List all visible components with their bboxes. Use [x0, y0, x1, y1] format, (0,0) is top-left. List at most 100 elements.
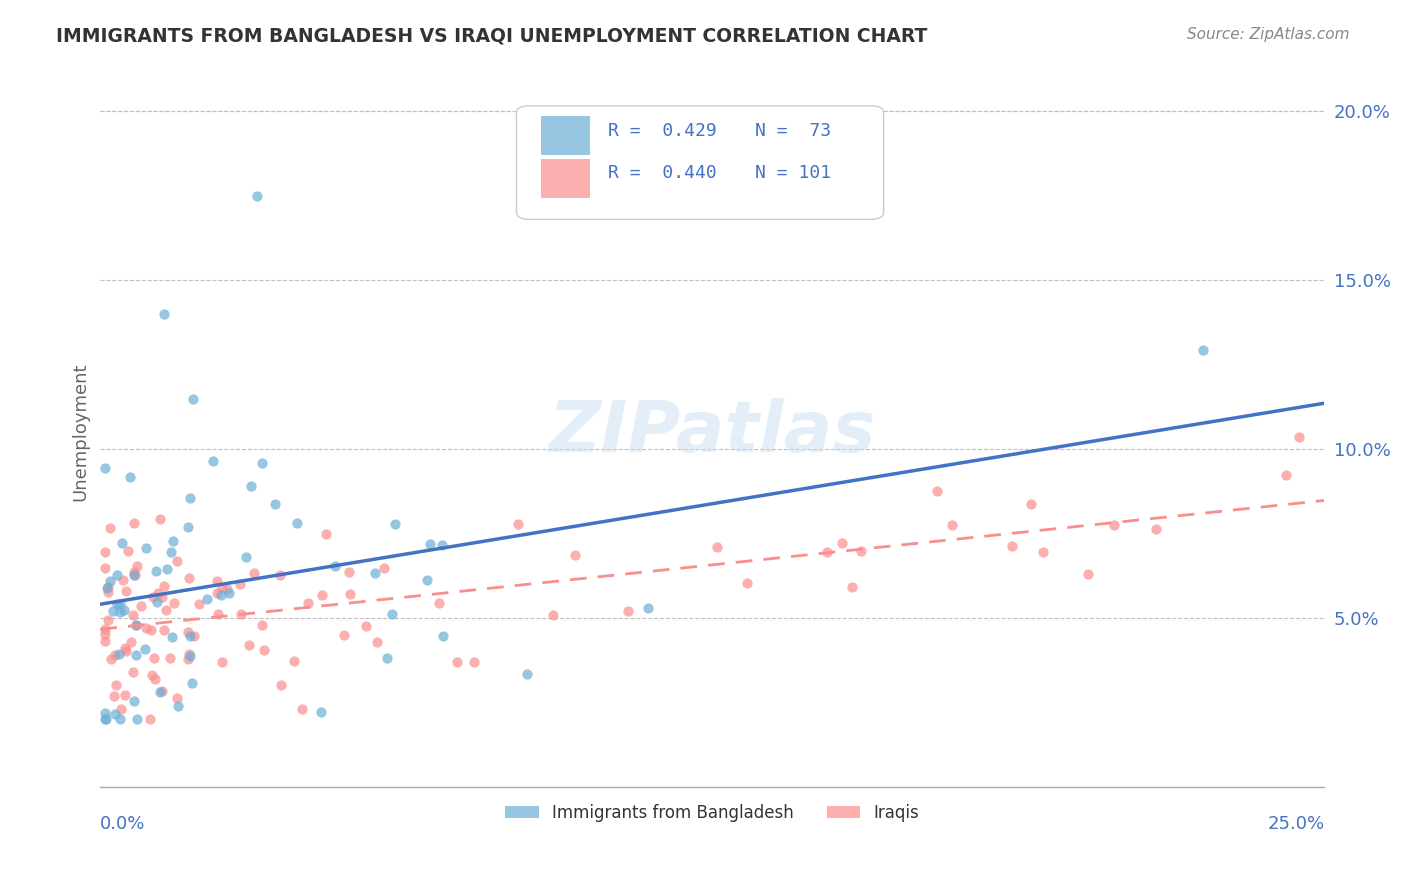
Point [94, 460, 117, 475]
Point [1019, 497, 1042, 511]
Point [150, 684, 173, 698]
Point [253, 643, 276, 657]
Point [432, 538, 454, 552]
Point [380, 607, 402, 621]
Point [1288, 429, 1310, 443]
Point [122, 567, 145, 582]
Point [117, 544, 139, 558]
Text: IMMIGRANTS FROM BANGLADESH VS IRAQI UNEMPLOYMENT CORRELATION CHART: IMMIGRANTS FROM BANGLADESH VS IRAQI UNEM… [56, 27, 928, 45]
Point [104, 707, 127, 722]
Point [139, 712, 162, 726]
Point [218, 586, 240, 600]
Text: 0.0%: 0.0% [100, 815, 146, 833]
Point [150, 591, 173, 605]
Point [122, 516, 145, 531]
Point [155, 603, 177, 617]
Point [94, 623, 117, 637]
Point [94, 633, 117, 648]
Point [125, 618, 148, 632]
Point [543, 607, 565, 622]
Point [131, 599, 153, 614]
Point [177, 624, 200, 639]
Point [124, 568, 146, 582]
Point [115, 644, 138, 658]
Point [143, 672, 166, 686]
Point [120, 635, 142, 649]
Point [179, 629, 201, 643]
Point [239, 478, 262, 492]
Point [94, 712, 117, 726]
Point [125, 648, 148, 663]
Point [311, 588, 333, 602]
Text: R =  0.429: R = 0.429 [609, 121, 717, 140]
Point [325, 559, 347, 574]
Point [384, 517, 406, 532]
Point [238, 638, 260, 652]
Point [124, 565, 146, 579]
Point [1191, 343, 1213, 357]
Point [108, 712, 131, 726]
Point [149, 685, 172, 699]
Point [162, 596, 184, 610]
Text: N =  73: N = 73 [755, 121, 831, 140]
Point [427, 596, 450, 610]
Point [209, 588, 232, 602]
Point [122, 694, 145, 708]
Point [617, 604, 640, 618]
Point [105, 597, 128, 611]
Point [1275, 468, 1298, 483]
Point [181, 676, 204, 690]
Point [115, 583, 138, 598]
Point [100, 651, 122, 665]
Point [283, 654, 305, 668]
Point [181, 392, 204, 407]
Point [207, 607, 229, 622]
Point [177, 652, 200, 666]
Point [166, 690, 188, 705]
FancyBboxPatch shape [516, 106, 883, 219]
Point [108, 597, 131, 611]
Text: Source: ZipAtlas.com: Source: ZipAtlas.com [1187, 27, 1350, 42]
Point [114, 640, 136, 655]
Bar [541, 117, 591, 155]
Text: R =  0.440: R = 0.440 [609, 164, 717, 182]
Point [114, 688, 136, 702]
Text: 25.0%: 25.0% [1267, 815, 1324, 833]
Point [179, 647, 201, 661]
Point [166, 698, 188, 713]
Point [152, 623, 174, 637]
Point [941, 518, 963, 533]
Point [231, 607, 253, 621]
Point [105, 567, 128, 582]
Point [101, 604, 124, 618]
Point [98, 520, 121, 534]
Point [831, 536, 853, 550]
Point [252, 618, 274, 632]
Point [339, 587, 361, 601]
Point [1032, 545, 1054, 559]
Point [506, 517, 529, 532]
Point [815, 545, 838, 559]
Point [125, 617, 148, 632]
Point [94, 627, 117, 641]
Point [179, 491, 201, 506]
Point [285, 516, 308, 530]
Point [111, 536, 134, 550]
Point [309, 705, 332, 719]
Point [105, 678, 128, 692]
Point [332, 628, 354, 642]
Bar [541, 159, 591, 198]
Point [179, 571, 201, 585]
Point [152, 579, 174, 593]
Point [142, 591, 165, 605]
Point [229, 577, 252, 591]
Point [141, 623, 163, 637]
Point [373, 561, 395, 575]
Point [205, 585, 228, 599]
Point [849, 544, 872, 558]
Point [134, 642, 156, 657]
Point [337, 565, 360, 579]
Point [112, 603, 135, 617]
Point [419, 537, 441, 551]
Point [179, 649, 201, 664]
